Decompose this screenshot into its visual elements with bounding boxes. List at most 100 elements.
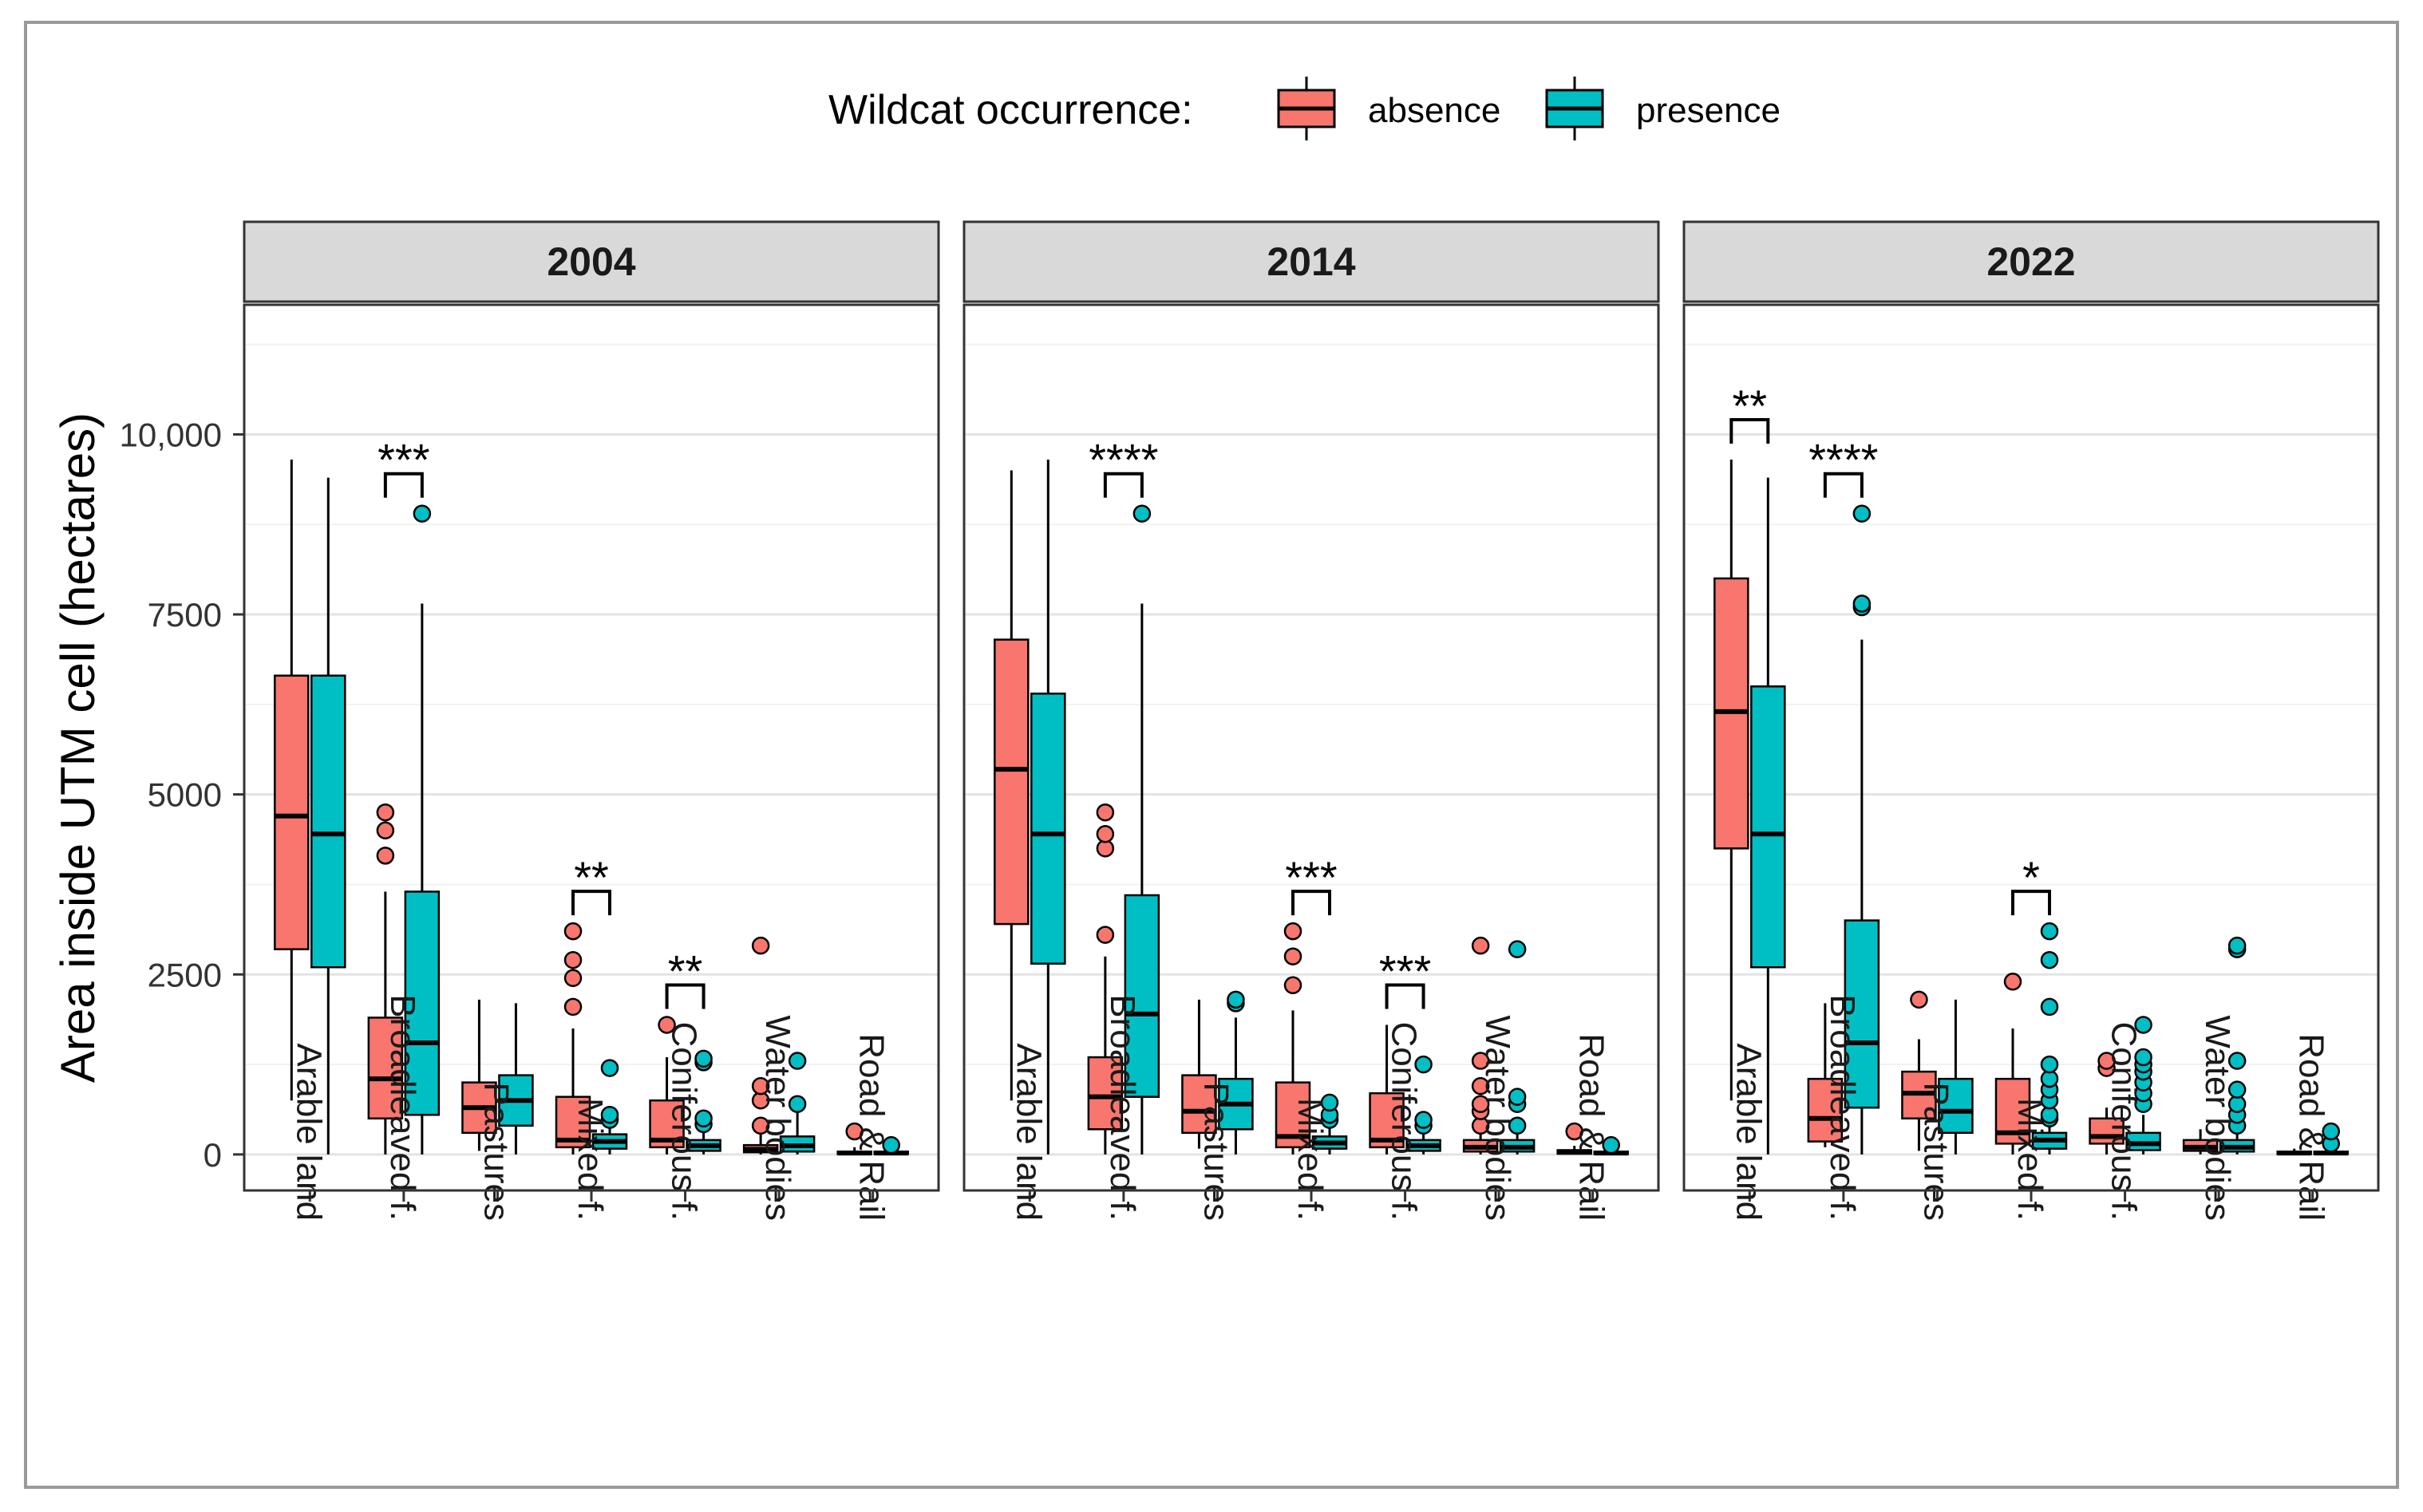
significance-label: ** xyxy=(574,852,609,902)
significance-bracket xyxy=(1385,983,1425,1009)
outlier-point xyxy=(2040,997,2059,1017)
outlier-point xyxy=(751,1116,770,1135)
panel-2004: 2004 Arable land *** Broadleaved f. Pastures… xyxy=(243,220,940,1221)
x-tick-label: Road & Rail xyxy=(1572,1033,1611,1221)
box-absence xyxy=(461,999,497,1151)
outlier-point xyxy=(2322,1122,2340,1141)
outlier-point xyxy=(1320,1093,1339,1112)
x-tick-label: Mixed f. xyxy=(1291,1098,1330,1221)
y-tick-label: 0 xyxy=(204,1136,222,1174)
outlier-point xyxy=(1471,1095,1490,1113)
outlier-point xyxy=(694,1109,713,1128)
group-Water bodies xyxy=(742,936,816,1155)
outlier-point xyxy=(563,997,583,1017)
significance-bracket xyxy=(665,983,706,1009)
box-absence xyxy=(994,470,1030,1101)
outlier-point xyxy=(600,1059,619,1077)
box-absence xyxy=(555,922,591,1155)
x-tick-label: Arable land xyxy=(1009,1043,1048,1221)
panel-strip xyxy=(1682,220,2380,303)
panel-border xyxy=(1682,303,2380,1192)
group-Mixed f.: *** xyxy=(1275,852,1348,1155)
box-absence xyxy=(742,936,779,1155)
legend-label-presence: presence xyxy=(1636,91,1781,130)
y-axis-label: Area inside UTM cell (hectares) xyxy=(51,413,105,1083)
box-iqr xyxy=(1181,1074,1217,1135)
outlier-point xyxy=(1565,1122,1583,1141)
group-Mixed f.: * xyxy=(1994,852,2068,1155)
outlier-point xyxy=(1471,1076,1490,1096)
legend-label-absence: absence xyxy=(1368,91,1500,130)
outlier-point xyxy=(1910,990,1928,1009)
outlier-point xyxy=(1414,1055,1433,1074)
x-tick-label: Coniferous f. xyxy=(1385,1022,1424,1221)
box-absence xyxy=(1181,999,1217,1149)
box-presence xyxy=(873,1135,909,1156)
outlier-point xyxy=(1508,1088,1527,1106)
box-iqr xyxy=(1124,894,1160,1098)
box-presence xyxy=(2219,936,2255,1155)
box-iqr xyxy=(310,674,346,969)
box-presence xyxy=(591,1059,628,1155)
group-Mixed f.: ** xyxy=(555,852,628,1155)
box-iqr xyxy=(1750,685,1786,969)
x-tick-label: Road & Rail xyxy=(852,1033,891,1221)
box-absence xyxy=(1994,973,2031,1155)
box-absence xyxy=(1462,936,1499,1155)
outlier-point xyxy=(1096,926,1115,944)
group-Pastures xyxy=(1181,990,1254,1155)
outlier-point xyxy=(563,969,583,988)
outlier-point xyxy=(1283,976,1302,995)
outlier-point xyxy=(1508,940,1527,958)
y-tick-label: 2500 xyxy=(148,956,222,993)
outlier-point xyxy=(563,950,583,969)
box-presence xyxy=(1499,940,1536,1155)
box-absence xyxy=(1087,803,1124,1155)
box-presence xyxy=(1311,1093,1348,1155)
significance-label: **** xyxy=(1808,435,1878,485)
outlier-point xyxy=(2040,922,2059,941)
outlier-point xyxy=(1508,1116,1527,1135)
group-Road & Rail xyxy=(1556,1122,1629,1156)
x-tick-label: Coniferous f. xyxy=(2105,1022,2144,1221)
outlier-point xyxy=(1602,1135,1620,1155)
group-Water bodies xyxy=(2182,936,2255,1155)
box-iqr xyxy=(1844,919,1880,1109)
panel-title: 2014 xyxy=(1267,239,1355,284)
box-presence xyxy=(1938,999,1974,1155)
box-iqr xyxy=(1938,1077,1974,1135)
outlier-point xyxy=(882,1135,900,1155)
x-tick-label: Mixed f. xyxy=(2010,1098,2049,1221)
group-Broadleaved f.: **** xyxy=(1087,435,1160,1155)
x-tick-label: Arable land xyxy=(1729,1043,1768,1221)
box-absence xyxy=(367,803,404,1155)
y-tick-label: 10,000 xyxy=(120,416,222,453)
significance-label: *** xyxy=(377,435,429,485)
box-absence xyxy=(1713,460,1749,1101)
group-Road & Rail xyxy=(2276,1122,2349,1156)
outlier-point xyxy=(376,821,395,840)
outlier-point xyxy=(600,1105,619,1124)
legend: Wildcat occurrence: absence presence xyxy=(828,77,1781,140)
box-absence xyxy=(2182,1129,2219,1155)
panel-border xyxy=(962,303,1660,1192)
box-iqr xyxy=(1087,1056,1124,1131)
x-tick-label: Water bodies xyxy=(1478,1015,1517,1221)
box-iqr xyxy=(1030,693,1066,965)
outlier-point xyxy=(2134,1048,2152,1067)
outlier-point xyxy=(845,1122,864,1141)
box-absence xyxy=(2276,1148,2312,1156)
box-iqr xyxy=(2089,1117,2125,1145)
box-presence xyxy=(1750,477,1786,1155)
outlier-point xyxy=(1096,825,1115,843)
x-tick-label: Pastures xyxy=(1916,1082,1955,1221)
outlier-point xyxy=(751,1076,770,1096)
panel-title: 2022 xyxy=(1986,239,2075,284)
outlier-point xyxy=(1414,1111,1433,1129)
x-tick-label: Road & Rail xyxy=(2292,1033,2331,1221)
group-Broadleaved f.: *** xyxy=(367,435,441,1155)
x-tick-label: Arable land xyxy=(289,1043,328,1221)
outlier-point xyxy=(658,1016,676,1034)
box-presence xyxy=(498,1003,534,1155)
box-iqr xyxy=(1807,1077,1844,1143)
